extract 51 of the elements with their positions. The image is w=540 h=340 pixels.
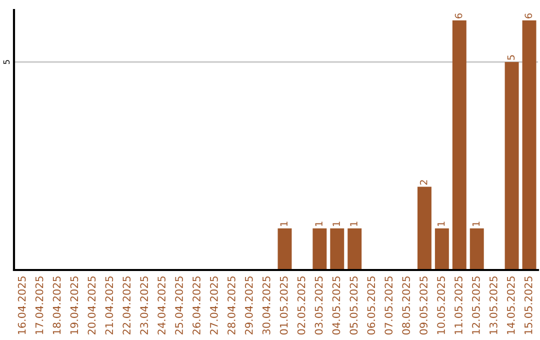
bar <box>417 186 432 270</box>
bar <box>452 20 466 270</box>
bar <box>504 62 519 270</box>
bar <box>312 228 327 270</box>
x-tick-label: 08.05.2025 <box>402 276 410 335</box>
x-tick-label: 19.04.2025 <box>70 276 78 334</box>
data-label: 1 <box>332 222 340 226</box>
x-tick-label: 29.04.2025 <box>244 276 253 334</box>
data-label: 6 <box>524 13 532 18</box>
bar <box>348 228 362 270</box>
x-tick-label: 06.05.2025 <box>367 276 376 335</box>
x-tick-label: 28.04.2025 <box>227 276 236 334</box>
x-tick-label: 04.05.2025 <box>332 276 340 335</box>
x-tick-label: 22.04.2025 <box>122 276 131 334</box>
x-tick-label: 15.05.2025 <box>524 276 532 334</box>
bar <box>330 228 344 270</box>
bar <box>278 228 292 270</box>
x-tick-label: 13.05.2025 <box>489 276 498 334</box>
x-tick-label: 05.05.2025 <box>350 276 358 335</box>
x-tick-label: 27.04.2025 <box>210 276 218 334</box>
x-tick-label: 12.05.2025 <box>472 276 480 334</box>
data-label: 1 <box>472 222 480 226</box>
x-tick-label: 14.05.2025 <box>506 276 515 334</box>
x-tick-label: 03.05.2025 <box>314 276 323 335</box>
x-tick-label: 09.05.2025 <box>420 276 428 335</box>
x-tick-label: 18.04.2025 <box>52 276 61 334</box>
data-label: 1 <box>438 222 445 226</box>
x-tick-label: 10.05.2025 <box>437 276 445 334</box>
x-tick-label: 07.05.2025 <box>384 276 393 335</box>
x-tick-label: 11.05.2025 <box>454 276 462 334</box>
x-tick-label: 30.04.2025 <box>262 276 270 334</box>
x-tick-label: 02.05.2025 <box>297 276 306 335</box>
data-label: 5 <box>507 55 515 60</box>
x-tick-label: 17.04.2025 <box>35 276 44 334</box>
x-tick-label: 16.04.2025 <box>18 276 26 334</box>
data-label: 2 <box>420 180 428 185</box>
x-tick-label: 01.05.2025 <box>280 276 288 335</box>
data-label: 1 <box>315 222 322 226</box>
data-label: 1 <box>350 222 358 226</box>
x-tick-label: 25.04.2025 <box>175 276 183 334</box>
x-tick-label: 24.04.2025 <box>158 276 166 334</box>
x-tick-label: 23.04.2025 <box>140 276 148 334</box>
data-label: 1 <box>280 222 288 226</box>
x-tick-label: 20.04.2025 <box>88 276 96 334</box>
bar <box>470 228 484 270</box>
data-label: 6 <box>454 13 462 18</box>
x-tick-label: 26.04.2025 <box>192 276 200 334</box>
bar <box>522 20 536 270</box>
ref-line-label: 5 <box>3 60 10 64</box>
bar <box>434 228 449 270</box>
x-tick-label: 21.04.2025 <box>105 276 114 334</box>
